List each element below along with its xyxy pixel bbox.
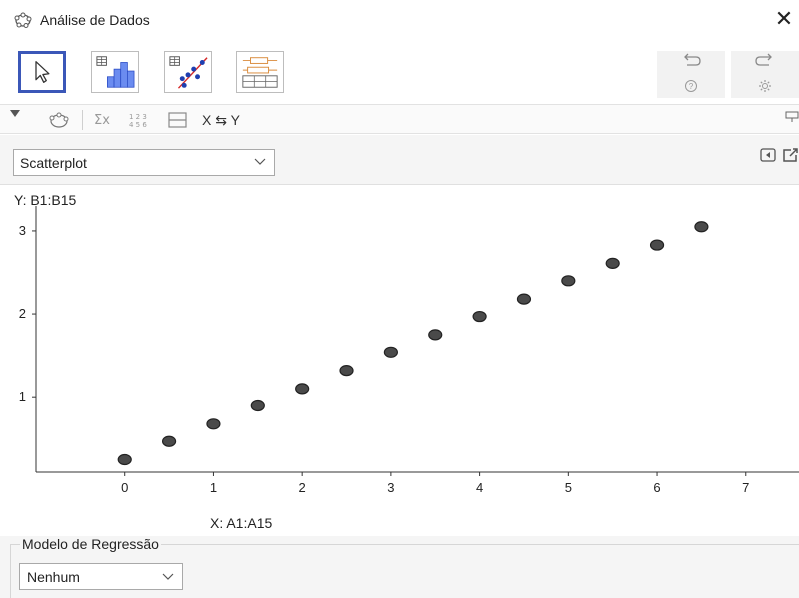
x-tick-label: 6 xyxy=(653,480,660,495)
data-point[interactable] xyxy=(649,239,665,251)
mode-toolbar: ? xyxy=(0,40,799,102)
data-point[interactable] xyxy=(295,383,310,395)
x-axis-label: X: A1:A15 xyxy=(210,515,273,531)
help-icon[interactable]: ? xyxy=(684,79,698,93)
data-point[interactable] xyxy=(206,418,221,430)
chevron-down-icon xyxy=(254,158,266,165)
svg-text:Σx: Σx xyxy=(94,113,110,128)
data-point[interactable] xyxy=(161,435,177,447)
y-axis-label: Y: B1:B15 xyxy=(14,192,77,208)
data-point[interactable] xyxy=(561,275,576,287)
geogebra-logo-icon xyxy=(14,12,32,28)
one-variable-analysis-button[interactable] xyxy=(91,51,139,93)
regression-section: Modelo de Regressão Nenhum xyxy=(0,536,799,598)
svg-text:4 5 6: 4 5 6 xyxy=(129,121,147,129)
regression-model-selected: Nenhum xyxy=(27,569,80,585)
y-tick-label: 2 xyxy=(19,306,26,321)
toolbar-divider xyxy=(82,110,83,130)
undo-button[interactable]: ? xyxy=(657,51,725,98)
window-title: Análise de Dados xyxy=(40,12,150,28)
collapse-panel-icon[interactable] xyxy=(760,148,776,162)
x-tick-label: 7 xyxy=(742,480,749,495)
scatter-regression-icon xyxy=(169,56,208,89)
title-bar: Análise de Dados ✕ xyxy=(0,0,799,40)
export-icon[interactable] xyxy=(782,148,798,162)
data-point[interactable] xyxy=(117,453,132,466)
histogram-icon xyxy=(96,56,135,88)
plot-type-dropdown[interactable]: Scatterplot xyxy=(13,149,275,176)
style-toolbar: Σx 1 2 3 4 5 6 X ⇆ Y xyxy=(0,104,799,134)
multi-variable-analysis-button[interactable] xyxy=(236,51,284,93)
regression-title: Modelo de Regressão xyxy=(20,536,161,552)
scatterplot-chart[interactable]: 0 1 2 3 4 5 6 7 1 2 3 xyxy=(0,186,799,536)
x-tick-label: 2 xyxy=(299,480,306,495)
scatterplot-panel: 0 1 2 3 4 5 6 7 1 2 3 Y: B1:B15 X: A1:A15 xyxy=(0,186,799,536)
data-point[interactable] xyxy=(605,257,620,269)
x-tick-label: 3 xyxy=(387,480,394,495)
settings-gear-icon[interactable] xyxy=(758,79,772,93)
stats-icon[interactable] xyxy=(48,111,70,129)
plot-type-bar: Scatterplot xyxy=(0,135,799,185)
boxplot-icon xyxy=(242,57,278,88)
triangle-menu-icon[interactable] xyxy=(10,110,20,118)
sum-icon[interactable]: Σx xyxy=(94,111,120,129)
data-point[interactable] xyxy=(383,346,398,358)
undo-icon xyxy=(684,53,701,66)
data-point[interactable] xyxy=(250,399,265,412)
redo-button[interactable] xyxy=(731,51,799,98)
close-button[interactable]: ✕ xyxy=(774,6,794,31)
data-point[interactable] xyxy=(428,329,443,341)
regression-frame xyxy=(10,544,799,598)
data-point[interactable] xyxy=(472,310,487,323)
data-point[interactable] xyxy=(339,364,354,377)
svg-text:?: ? xyxy=(689,82,694,91)
pointer-arrow-icon xyxy=(35,61,50,83)
svg-text:1 2 3: 1 2 3 xyxy=(129,113,147,121)
y-tick-label: 3 xyxy=(19,223,26,238)
regression-model-dropdown[interactable]: Nenhum xyxy=(19,563,183,590)
two-variable-analysis-button[interactable] xyxy=(164,51,212,93)
swap-xy-button[interactable]: X ⇆ Y xyxy=(202,112,240,128)
x-tick-label: 1 xyxy=(210,480,217,495)
chevron-down-icon xyxy=(162,573,174,580)
split-view-icon[interactable] xyxy=(168,111,188,129)
x-tick-label: 0 xyxy=(121,480,128,495)
x-tick-label: 4 xyxy=(476,480,483,495)
data-point[interactable] xyxy=(694,221,709,233)
move-mode-button[interactable] xyxy=(18,51,66,93)
x-tick-label: 5 xyxy=(565,480,572,495)
data-123-icon[interactable]: 1 2 3 4 5 6 xyxy=(128,111,150,129)
dock-window-icon[interactable] xyxy=(785,111,799,123)
redo-icon xyxy=(755,53,772,66)
data-point[interactable] xyxy=(516,293,532,305)
plot-type-selected: Scatterplot xyxy=(20,155,87,171)
y-tick-label: 1 xyxy=(19,389,26,404)
